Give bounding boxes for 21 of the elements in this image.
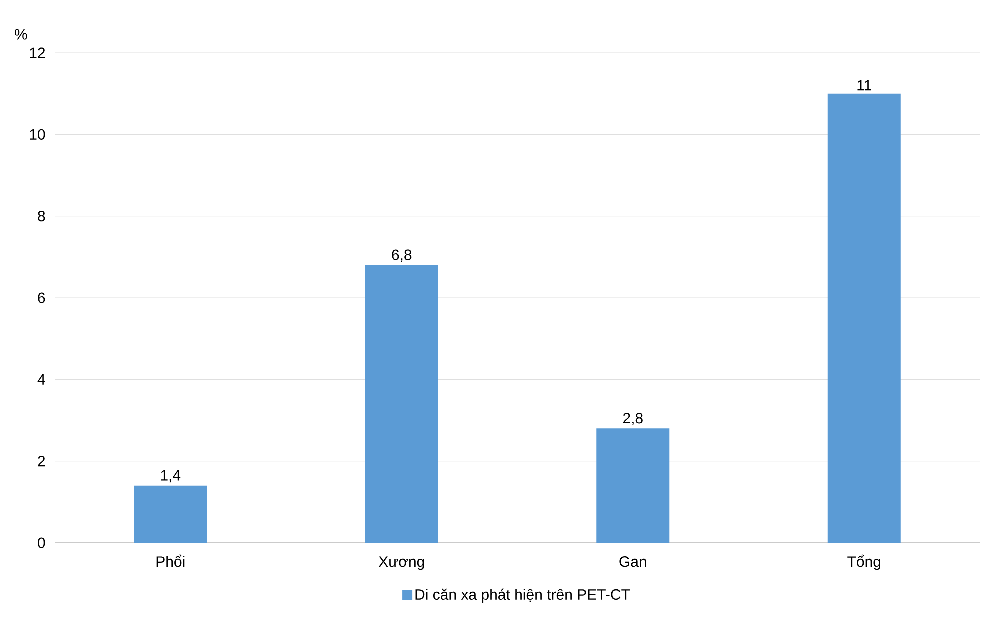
bar — [134, 486, 208, 543]
y-tick-label: 4 — [38, 374, 46, 385]
x-tick-label: Xương — [378, 556, 424, 570]
data-label: 1,4 — [161, 470, 181, 483]
y-tick-label: 2 — [38, 456, 46, 467]
y-tick-label: 10 — [30, 129, 46, 140]
x-tick-label: Phổi — [156, 554, 185, 568]
data-label: 2,8 — [623, 413, 643, 426]
legend-label: Di căn xa phát hiện trên PET-CT — [416, 588, 630, 604]
y-tick-label: 0 — [38, 538, 46, 548]
data-label: 11 — [858, 80, 872, 91]
bar — [365, 265, 438, 543]
x-tick-label: Gan — [620, 556, 646, 568]
y-tick-label: 12 — [30, 48, 46, 58]
bar — [596, 428, 670, 543]
x-tick-label: Tổng — [848, 554, 881, 570]
y-tick-label: 6 — [38, 292, 46, 304]
y-tick-label: 8 — [38, 211, 46, 222]
data-label: 6,8 — [392, 250, 412, 262]
y-axis-title: % — [14, 29, 28, 40]
bar — [828, 94, 901, 543]
